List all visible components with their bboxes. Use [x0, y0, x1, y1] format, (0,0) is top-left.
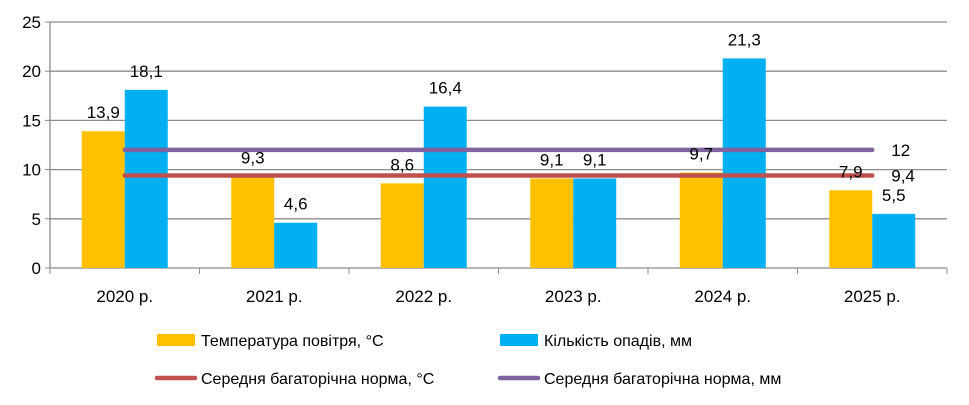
- legend-item-precipitation: Кількість опадів, мм: [500, 333, 692, 350]
- temperature-data-label: 8,6: [390, 155, 414, 174]
- temperature-data-label: 9,1: [540, 150, 564, 169]
- precipitation-data-label: 18,1: [130, 62, 163, 81]
- gridlines: [50, 21, 947, 220]
- y-tick-label: 15: [22, 111, 41, 130]
- legend-swatch: [500, 334, 538, 346]
- precipitation-data-label: 21,3: [728, 30, 761, 49]
- precipitation-data-label: 9,1: [583, 150, 607, 169]
- precipitation-bar: [124, 89, 168, 268]
- precipitation-bar: [274, 222, 318, 268]
- legend-item-precipitation-norm: Середня багаторічна норма, мм: [497, 371, 781, 388]
- legend-label: Кількість опадів, мм: [544, 333, 692, 350]
- temperature-norm-label: 9,4: [891, 167, 915, 186]
- temperature-data-label: 9,3: [241, 148, 265, 167]
- y-tick-label: 5: [32, 210, 41, 229]
- x-tick-label: 2021 р.: [246, 287, 303, 306]
- temperature-data-label: 13,9: [87, 103, 120, 122]
- legend-item-temperature: Температура повітря, °С: [157, 333, 384, 350]
- x-tick-label: 2020 р.: [96, 287, 153, 306]
- precipitation-data-label: 4,6: [284, 195, 308, 214]
- axes: 0 5 10 15 20 25 2020 р. 2021 р. 2022 р. 2023 р. 20…: [22, 13, 948, 306]
- precipitation-data-label: 16,4: [429, 79, 462, 98]
- bars: [81, 58, 916, 269]
- x-tick-label: 2024 р.: [694, 287, 751, 306]
- temperature-data-label: 9,7: [689, 145, 713, 164]
- y-tick-label: 25: [22, 13, 41, 32]
- legend-label: Середня багаторічна норма, мм: [544, 371, 781, 388]
- precipitation-bar: [423, 106, 467, 269]
- temperature-bar: [81, 131, 125, 268]
- y-tick-label: 20: [22, 62, 41, 81]
- precipitation-data-label: 5,5: [882, 186, 906, 205]
- temperature-data-label: 7,9: [839, 162, 863, 181]
- y-tick-label: 0: [32, 259, 41, 278]
- x-tick-label: 2023 р.: [545, 287, 602, 306]
- x-tick-label: 2022 р.: [395, 287, 452, 306]
- temperature-bar: [231, 176, 275, 268]
- legend-label: Середня багаторічна норма, °С: [201, 371, 434, 388]
- x-tick-label: 2025 р.: [844, 287, 901, 306]
- precipitation-bar: [872, 213, 916, 268]
- norm-lines: [122, 147, 875, 178]
- temperature-bar: [530, 178, 574, 268]
- legend-swatch: [157, 334, 195, 346]
- temperature-bar: [380, 183, 424, 268]
- y-tick-label: 10: [22, 161, 41, 180]
- legend: Температура повітря, °С Кількість опадів,…: [154, 333, 781, 388]
- legend-label: Температура повітря, °С: [201, 333, 384, 350]
- precipitation-norm-label: 12: [891, 141, 910, 160]
- precipitation-bar: [722, 58, 766, 268]
- data-labels: 13,9 9,3 8,6 9,1 9,7 7,9 18,1 4,6 16,4 9,1 21,3 5,5…: [87, 30, 915, 213]
- temperature-bar: [679, 172, 723, 268]
- temperature-bar: [829, 190, 873, 268]
- legend-item-temperature-norm: Середня багаторічна норма, °С: [154, 371, 434, 388]
- precipitation-bar: [573, 178, 617, 268]
